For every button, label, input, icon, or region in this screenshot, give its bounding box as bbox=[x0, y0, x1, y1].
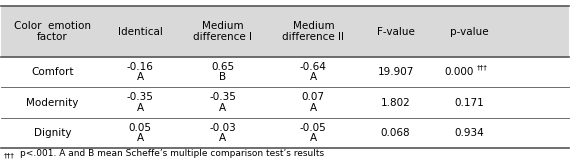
Text: F-value: F-value bbox=[377, 27, 414, 37]
Text: A: A bbox=[137, 133, 144, 143]
Text: 1.802: 1.802 bbox=[381, 98, 410, 108]
Text: A: A bbox=[310, 103, 317, 113]
Text: B: B bbox=[219, 72, 226, 82]
Text: 0.07: 0.07 bbox=[302, 92, 325, 102]
Bar bbox=[1, 6, 569, 57]
Text: Medium
difference II: Medium difference II bbox=[282, 21, 344, 42]
Text: Comfort: Comfort bbox=[31, 67, 74, 77]
Text: A: A bbox=[137, 72, 144, 82]
Text: p<.001. A and B mean Scheffe’s multiple comparison test’s results: p<.001. A and B mean Scheffe’s multiple … bbox=[19, 149, 324, 158]
Text: A: A bbox=[310, 133, 317, 143]
Text: Dignity: Dignity bbox=[34, 128, 71, 138]
Text: -0.05: -0.05 bbox=[300, 123, 327, 133]
Text: Modernity: Modernity bbox=[26, 98, 79, 108]
Text: A: A bbox=[310, 72, 317, 82]
Text: Identical: Identical bbox=[118, 27, 163, 37]
Text: -0.35: -0.35 bbox=[127, 92, 154, 102]
Text: 0.068: 0.068 bbox=[381, 128, 410, 138]
Text: 0.171: 0.171 bbox=[454, 98, 484, 108]
Text: †††: ††† bbox=[4, 152, 15, 158]
Text: A: A bbox=[137, 103, 144, 113]
Text: Medium
difference I: Medium difference I bbox=[193, 21, 252, 42]
Text: 0.934: 0.934 bbox=[454, 128, 484, 138]
Text: -0.35: -0.35 bbox=[209, 92, 236, 102]
Text: †††: ††† bbox=[477, 65, 487, 71]
Text: Color  emotion
factor: Color emotion factor bbox=[14, 21, 91, 42]
Text: 19.907: 19.907 bbox=[377, 67, 414, 77]
Text: -0.03: -0.03 bbox=[209, 123, 236, 133]
Text: A: A bbox=[219, 103, 226, 113]
Text: 0.05: 0.05 bbox=[129, 123, 152, 133]
Text: -0.64: -0.64 bbox=[300, 62, 327, 72]
Text: A: A bbox=[219, 133, 226, 143]
Text: 0.65: 0.65 bbox=[211, 62, 234, 72]
Text: p-value: p-value bbox=[450, 27, 488, 37]
Text: 0.000: 0.000 bbox=[445, 67, 474, 77]
Text: -0.16: -0.16 bbox=[127, 62, 154, 72]
